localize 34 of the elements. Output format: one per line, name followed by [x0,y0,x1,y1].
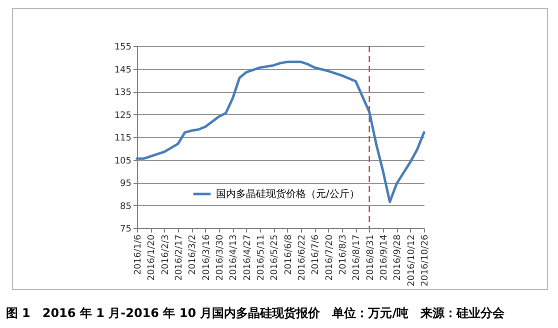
x-tick-label: 2016/6/22 [298,234,308,281]
x-tick-label: 2016/5/11 [256,234,266,281]
x-tick-label: 2016/3/30 [216,234,226,281]
y-tick-label: 105 [114,156,132,166]
x-tick-label: 2016/7/6 [311,234,322,275]
y-tick-label: 125 [114,110,132,121]
x-tick-label: 2016/2/17 [174,234,184,281]
x-tick-label: 2016/8/17 [352,234,362,281]
x-tick-label: 2016/3/16 [202,234,212,281]
y-tick-label: 135 [114,88,132,98]
line-series [136,60,426,204]
x-tick-label: 2016/2/3 [160,234,171,275]
y-tick-label: 155 [114,42,132,52]
y-tick-label: 115 [114,134,132,144]
x-tick-label: 2016/4/27 [242,234,253,281]
y-tick-label: 85 [120,202,132,212]
x-tick-label: 2016/3/2 [188,234,198,275]
y-tick-label: 145 [114,65,132,76]
x-tick-label: 2016/1/6 [134,234,144,275]
x-tick-label: 2016/1/20 [147,234,158,281]
x-tick-label: 2016/9/28 [393,234,404,281]
legend-label: 国内多晶硅现货价格（元/公斤） [216,188,360,200]
y-tick-label: 75 [120,224,132,234]
x-tick-label: 2016/10/12 [406,234,417,286]
x-tick-label: 2016/7/20 [324,234,335,281]
x-tick-label: 2016/6/8 [284,234,294,275]
x-tick-label: 2016/9/14 [380,234,390,281]
x-tick-label: 2016/5/25 [270,234,280,281]
x-tick-label: 2016/8/31 [366,234,376,281]
text: 图 1 2016 年 1 月-2016 年 10 月国内多晶硅现货报价 单位：万元/吨 来源：硅业分会 [6,306,506,320]
y-tick-label: 95 [120,179,132,189]
x-tick-label: 2016/8/3 [338,234,348,275]
x-tick-label: 2016/4/13 [229,234,240,281]
x-tick-label: 2016/10/26 [420,234,430,286]
